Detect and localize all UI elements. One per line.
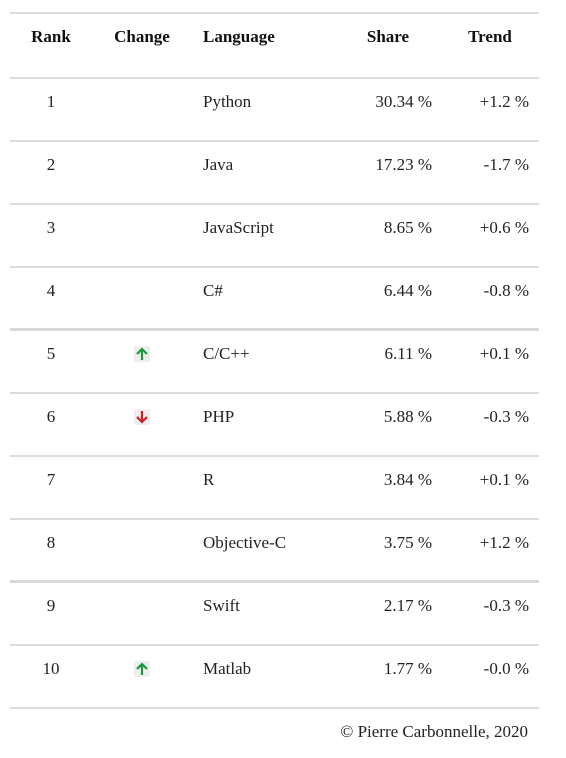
trend-cell: +0.6 % bbox=[479, 218, 529, 237]
header-trend: Trend bbox=[468, 27, 512, 46]
trend-cell: +0.1 % bbox=[479, 470, 529, 489]
table-row: 8 Objective-C 3.75 % +1.2 % bbox=[10, 520, 539, 583]
rank-cell: 3 bbox=[46, 218, 56, 237]
language-cell: C# bbox=[203, 281, 223, 300]
share-cell: 3.84 % bbox=[383, 470, 432, 489]
change-cell bbox=[100, 520, 184, 580]
change-cell bbox=[100, 79, 184, 140]
rank-cell: 2 bbox=[46, 155, 56, 174]
change-cell bbox=[100, 142, 184, 203]
table-row: 4 C# 6.44 % -0.8 % bbox=[10, 268, 539, 331]
ranking-table: Rank Change Language Share Trend 1 Python… bbox=[10, 12, 539, 709]
language-cell: Objective-C bbox=[203, 533, 287, 552]
table-body: 1 Python 30.34 % +1.2 % 2 Java 17.23 % -1.7 % 3 J… bbox=[10, 79, 539, 709]
share-cell: 6.44 % bbox=[383, 281, 432, 300]
language-cell: R bbox=[203, 470, 215, 489]
header-share: Share bbox=[366, 27, 410, 46]
copyright-credit: © Pierre Carbonnelle, 2020 bbox=[340, 722, 528, 741]
change-cell bbox=[100, 394, 184, 455]
arrow-up-icon bbox=[134, 346, 150, 362]
header-change: Change bbox=[114, 27, 170, 46]
table-row: 9 Swift 2.17 % -0.3 % bbox=[10, 583, 539, 646]
trend-cell: +0.1 % bbox=[479, 344, 529, 363]
language-cell: PHP bbox=[203, 407, 235, 426]
change-cell bbox=[100, 268, 184, 328]
arrow-down-icon bbox=[134, 409, 150, 425]
language-cell: JavaScript bbox=[203, 218, 274, 237]
rank-cell: 4 bbox=[46, 281, 56, 300]
share-cell: 6.11 % bbox=[384, 344, 432, 363]
table-top-rule bbox=[10, 12, 539, 14]
language-cell: Java bbox=[203, 155, 234, 174]
trend-cell: +1.2 % bbox=[479, 533, 529, 552]
header-language: Language bbox=[203, 27, 275, 46]
trend-cell: -1.7 % bbox=[483, 155, 529, 174]
table-row: 6 PHP 5.88 % -0.3 % bbox=[10, 394, 539, 457]
rank-cell: 1 bbox=[46, 92, 56, 111]
change-cell bbox=[100, 331, 184, 392]
change-cell bbox=[100, 205, 184, 266]
language-cell: C/C++ bbox=[203, 344, 250, 363]
share-cell: 1.77 % bbox=[383, 659, 432, 678]
arrow-up-icon bbox=[134, 661, 150, 677]
table-row: 7 R 3.84 % +0.1 % bbox=[10, 457, 539, 520]
rank-cell: 6 bbox=[46, 407, 56, 426]
share-cell: 30.34 % bbox=[375, 92, 432, 111]
language-cell: Matlab bbox=[203, 659, 252, 678]
table-row: 2 Java 17.23 % -1.7 % bbox=[10, 142, 539, 205]
change-cell bbox=[100, 583, 184, 644]
share-cell: 17.23 % bbox=[375, 155, 432, 174]
table-row: 5 C/C++ 6.11 % +0.1 % bbox=[10, 331, 539, 394]
share-cell: 8.65 % bbox=[383, 218, 432, 237]
rank-cell: 9 bbox=[46, 596, 56, 615]
table-header-row: Rank Change Language Share Trend bbox=[10, 14, 539, 79]
language-cell: Python bbox=[203, 92, 252, 111]
share-cell: 2.17 % bbox=[383, 596, 432, 615]
rank-cell: 10 bbox=[42, 659, 60, 678]
trend-cell: -0.0 % bbox=[483, 659, 529, 678]
table-row: 10 Matlab 1.77 % -0.0 % bbox=[10, 646, 539, 709]
rank-cell: 7 bbox=[46, 470, 56, 489]
change-cell bbox=[100, 457, 184, 518]
trend-cell: +1.2 % bbox=[479, 92, 529, 111]
trend-cell: -0.3 % bbox=[483, 596, 529, 615]
change-cell bbox=[100, 646, 184, 707]
table-row: 3 JavaScript 8.65 % +0.6 % bbox=[10, 205, 539, 268]
share-cell: 5.88 % bbox=[383, 407, 432, 426]
rank-cell: 5 bbox=[46, 344, 56, 363]
trend-cell: -0.8 % bbox=[483, 281, 529, 300]
trend-cell: -0.3 % bbox=[483, 407, 529, 426]
table-row: 1 Python 30.34 % +1.2 % bbox=[10, 79, 539, 142]
rank-cell: 8 bbox=[46, 533, 56, 552]
header-rank: Rank bbox=[31, 27, 71, 46]
share-cell: 3.75 % bbox=[383, 533, 432, 552]
language-cell: Swift bbox=[203, 596, 240, 615]
